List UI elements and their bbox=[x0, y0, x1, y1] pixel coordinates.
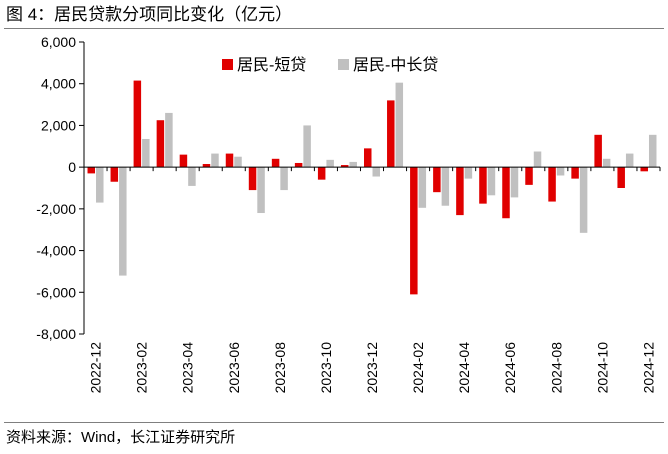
bar-short-loan-2024-01 bbox=[387, 100, 395, 168]
source-divider bbox=[4, 422, 664, 423]
y-tick-label: 2,000 bbox=[41, 117, 76, 133]
bar-short-loan-2023-09 bbox=[294, 162, 303, 168]
x-tick-label: 2023-08 bbox=[272, 342, 288, 394]
x-tick-label: 2023-04 bbox=[180, 342, 196, 394]
x-tick-label: 2024-02 bbox=[410, 342, 426, 394]
bar-long-loan-2024-11 bbox=[625, 153, 634, 168]
bar-long-loan-2023-05 bbox=[211, 153, 219, 168]
x-tick-label: 2024-10 bbox=[594, 342, 610, 394]
y-tick-label: 6,000 bbox=[41, 34, 76, 50]
bar-short-loan-2024-02 bbox=[410, 167, 418, 295]
title-divider bbox=[4, 28, 664, 29]
bar-long-loan-2022-12 bbox=[96, 167, 104, 203]
bar-short-loan-2024-10 bbox=[594, 134, 602, 168]
bar-long-loan-2023-08 bbox=[280, 167, 288, 191]
x-axis-labels: 2022-12 2023-02 2023-04 2023-06 2023-08 2023-… bbox=[88, 342, 657, 394]
source-note: 资料来源：Wind，长江证券研究所 bbox=[6, 429, 236, 446]
bar-long-loan-2024-02 bbox=[418, 167, 427, 208]
bar-short-loan-2024-11 bbox=[617, 167, 625, 188]
x-tick-label: 2024-12 bbox=[640, 342, 656, 394]
bar-short-loan-2023-04 bbox=[179, 154, 188, 168]
bar-long-loan-2024-08 bbox=[556, 167, 565, 176]
legend-label-long-loan: 居民-中长贷 bbox=[353, 56, 438, 74]
x-tick-label: 2023-10 bbox=[318, 342, 334, 394]
bar-long-loan-2024-09 bbox=[579, 167, 588, 233]
bar-short-loan-2024-05 bbox=[479, 167, 487, 204]
figure-title: 图 4：居民贷款分项同比变化（亿元） bbox=[6, 5, 293, 24]
bar-short-loan-2023-08 bbox=[271, 158, 280, 168]
bar-long-loan-2023-09 bbox=[303, 125, 311, 168]
bar-long-loan-2023-12 bbox=[372, 167, 380, 177]
bar-long-loan-2024-06 bbox=[510, 167, 519, 198]
bar-short-loan-2022-12 bbox=[87, 167, 96, 174]
y-tick-label: -8,000 bbox=[36, 326, 76, 342]
legend-label-short-loan: 居民-短贷 bbox=[237, 56, 306, 74]
x-tick-label: 2022-12 bbox=[88, 342, 104, 394]
bars bbox=[87, 80, 657, 295]
x-tick-label: 2023-02 bbox=[134, 342, 150, 394]
x-tick-label: 2023-12 bbox=[364, 342, 380, 394]
y-tick-label: -6,000 bbox=[36, 284, 76, 300]
bar-short-loan-2023-11 bbox=[340, 165, 349, 168]
bar-short-loan-2023-02 bbox=[133, 80, 142, 168]
y-tick-label: 4,000 bbox=[41, 76, 76, 92]
bar-long-loan-2023-07 bbox=[257, 167, 265, 214]
bar-short-loan-2023-05 bbox=[202, 164, 211, 168]
bar-long-loan-2024-10 bbox=[602, 158, 611, 168]
legend-swatch-long-loan bbox=[338, 59, 349, 70]
bar-short-loan-2024-04 bbox=[456, 167, 464, 216]
y-tick-label: 0 bbox=[68, 159, 76, 175]
bar-short-loan-2024-09 bbox=[571, 167, 579, 179]
x-tick-label: 2024-04 bbox=[456, 342, 472, 394]
bar-long-loan-2024-04 bbox=[464, 167, 473, 179]
y-tick-label: -2,000 bbox=[36, 201, 76, 217]
bar-long-loan-2023-04 bbox=[188, 167, 196, 186]
bar-short-loan-2024-07 bbox=[525, 167, 533, 185]
axes bbox=[83, 42, 661, 334]
bar-short-loan-2023-12 bbox=[364, 148, 372, 168]
bar-short-loan-2024-06 bbox=[502, 167, 510, 219]
bar-short-loan-2023-03 bbox=[156, 120, 165, 168]
bar-long-loan-2023-11 bbox=[349, 161, 357, 168]
bar-long-loan-2023-02 bbox=[142, 138, 150, 168]
x-tick-label: 2024-08 bbox=[548, 342, 564, 394]
bar-long-loan-2024-12 bbox=[648, 134, 657, 168]
y-tick-label: -4,000 bbox=[36, 243, 76, 259]
bar-long-loan-2023-01 bbox=[119, 167, 127, 276]
bar-short-loan-2023-01 bbox=[110, 167, 119, 182]
bar-long-loan-2023-10 bbox=[326, 159, 334, 168]
bar-long-loan-2024-07 bbox=[533, 151, 542, 168]
bar-short-loan-2023-07 bbox=[248, 167, 257, 191]
y-axis-ticks: 6,000 4,000 2,000 0 -2,000 -4,000 -6,000 -8,000 bbox=[36, 34, 84, 342]
bar-long-loan-2023-06 bbox=[234, 156, 242, 168]
x-tick-label: 2023-06 bbox=[226, 342, 242, 394]
bar-short-loan-2023-10 bbox=[317, 167, 326, 180]
bar-short-loan-2023-06 bbox=[225, 153, 234, 168]
bar-long-loan-2024-01 bbox=[395, 82, 404, 168]
bar-short-loan-2024-03 bbox=[433, 167, 441, 193]
legend: 居民-短贷 居民-中长贷 bbox=[222, 56, 438, 74]
x-tick-label: 2024-06 bbox=[502, 342, 518, 394]
bar-short-loan-2024-12 bbox=[640, 167, 648, 172]
bar-long-loan-2023-03 bbox=[165, 112, 173, 168]
legend-swatch-short-loan bbox=[222, 59, 233, 70]
bar-long-loan-2024-03 bbox=[441, 167, 450, 206]
bar-long-loan-2024-05 bbox=[487, 167, 496, 196]
bar-short-loan-2024-08 bbox=[548, 167, 556, 202]
